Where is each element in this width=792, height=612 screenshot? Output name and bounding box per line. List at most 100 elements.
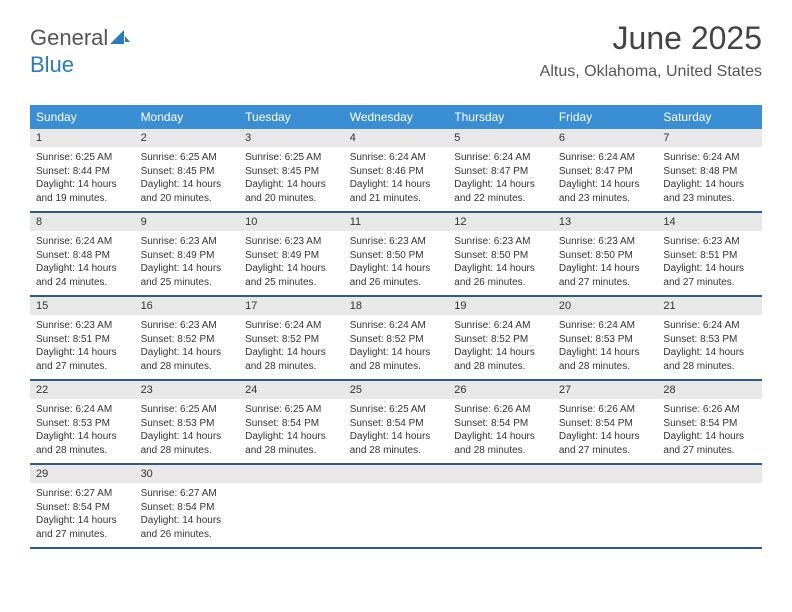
calendar-day-number: 2 xyxy=(135,129,240,147)
daylight-line: Daylight: 14 hours and 23 minutes. xyxy=(559,178,652,205)
daylight-line: Daylight: 14 hours and 26 minutes. xyxy=(454,262,547,289)
sunrise-line: Sunrise: 6:24 AM xyxy=(350,151,443,165)
sunset-line: Sunset: 8:52 PM xyxy=(454,333,547,347)
calendar-day-number xyxy=(448,465,553,483)
daylight-line: Daylight: 14 hours and 25 minutes. xyxy=(245,262,338,289)
calendar-day-body: Sunrise: 6:27 AMSunset: 8:54 PMDaylight:… xyxy=(135,483,240,547)
calendar-day-body: Sunrise: 6:23 AMSunset: 8:49 PMDaylight:… xyxy=(239,231,344,295)
sunrise-line: Sunrise: 6:24 AM xyxy=(559,151,652,165)
calendar-day-number: 18 xyxy=(344,297,449,315)
calendar-day-number: 24 xyxy=(239,381,344,399)
calendar-day-body xyxy=(239,483,344,547)
calendar-day-body xyxy=(344,483,449,547)
calendar-day-number: 22 xyxy=(30,381,135,399)
calendar-day-number: 25 xyxy=(344,381,449,399)
daylight-line: Daylight: 14 hours and 19 minutes. xyxy=(36,178,129,205)
calendar-day-header: Wednesday xyxy=(344,105,449,129)
sunrise-line: Sunrise: 6:25 AM xyxy=(245,151,338,165)
daylight-line: Daylight: 14 hours and 26 minutes. xyxy=(141,514,234,541)
daylight-line: Daylight: 14 hours and 26 minutes. xyxy=(350,262,443,289)
calendar-day-body: Sunrise: 6:24 AMSunset: 8:52 PMDaylight:… xyxy=(239,315,344,379)
sunrise-line: Sunrise: 6:24 AM xyxy=(559,319,652,333)
sunset-line: Sunset: 8:51 PM xyxy=(663,249,756,263)
sunset-line: Sunset: 8:47 PM xyxy=(559,165,652,179)
logo-text-1: General xyxy=(30,25,108,50)
sunset-line: Sunset: 8:45 PM xyxy=(141,165,234,179)
sunset-line: Sunset: 8:48 PM xyxy=(36,249,129,263)
sunset-line: Sunset: 8:47 PM xyxy=(454,165,547,179)
sunrise-line: Sunrise: 6:23 AM xyxy=(559,235,652,249)
sunset-line: Sunset: 8:48 PM xyxy=(663,165,756,179)
calendar: SundayMondayTuesdayWednesdayThursdayFrid… xyxy=(30,105,762,549)
daylight-line: Daylight: 14 hours and 28 minutes. xyxy=(454,346,547,373)
daylight-line: Daylight: 14 hours and 28 minutes. xyxy=(350,430,443,457)
daylight-line: Daylight: 14 hours and 28 minutes. xyxy=(350,346,443,373)
calendar-day-number: 9 xyxy=(135,213,240,231)
daylight-line: Daylight: 14 hours and 27 minutes. xyxy=(663,430,756,457)
daylight-line: Daylight: 14 hours and 28 minutes. xyxy=(141,430,234,457)
calendar-day-body: Sunrise: 6:27 AMSunset: 8:54 PMDaylight:… xyxy=(30,483,135,547)
calendar-day-body: Sunrise: 6:24 AMSunset: 8:48 PMDaylight:… xyxy=(657,147,762,211)
calendar-day-number: 29 xyxy=(30,465,135,483)
daylight-line: Daylight: 14 hours and 20 minutes. xyxy=(141,178,234,205)
calendar-day-number: 5 xyxy=(448,129,553,147)
sunrise-line: Sunrise: 6:24 AM xyxy=(350,319,443,333)
calendar-day-body: Sunrise: 6:26 AMSunset: 8:54 PMDaylight:… xyxy=(657,399,762,463)
calendar-day-number: 11 xyxy=(344,213,449,231)
daylight-line: Daylight: 14 hours and 28 minutes. xyxy=(245,430,338,457)
logo-sail-icon xyxy=(110,26,130,52)
sunrise-line: Sunrise: 6:23 AM xyxy=(141,235,234,249)
calendar-day-body: Sunrise: 6:25 AMSunset: 8:54 PMDaylight:… xyxy=(344,399,449,463)
daylight-line: Daylight: 14 hours and 27 minutes. xyxy=(559,430,652,457)
calendar-day-number: 16 xyxy=(135,297,240,315)
calendar-week-num-row: 2930 xyxy=(30,465,762,483)
sunrise-line: Sunrise: 6:23 AM xyxy=(36,319,129,333)
calendar-week-body-row: Sunrise: 6:24 AMSunset: 8:48 PMDaylight:… xyxy=(30,231,762,297)
sunrise-line: Sunrise: 6:24 AM xyxy=(245,319,338,333)
calendar-day-body: Sunrise: 6:23 AMSunset: 8:52 PMDaylight:… xyxy=(135,315,240,379)
calendar-day-number: 28 xyxy=(657,381,762,399)
calendar-day-number: 26 xyxy=(448,381,553,399)
calendar-day-number: 21 xyxy=(657,297,762,315)
sunrise-line: Sunrise: 6:26 AM xyxy=(559,403,652,417)
calendar-day-body: Sunrise: 6:23 AMSunset: 8:50 PMDaylight:… xyxy=(344,231,449,295)
sunrise-line: Sunrise: 6:23 AM xyxy=(245,235,338,249)
daylight-line: Daylight: 14 hours and 27 minutes. xyxy=(559,262,652,289)
calendar-day-body: Sunrise: 6:24 AMSunset: 8:47 PMDaylight:… xyxy=(553,147,658,211)
calendar-day-body: Sunrise: 6:23 AMSunset: 8:50 PMDaylight:… xyxy=(553,231,658,295)
calendar-week-num-row: 891011121314 xyxy=(30,213,762,231)
calendar-day-number xyxy=(239,465,344,483)
sunrise-line: Sunrise: 6:27 AM xyxy=(36,487,129,501)
calendar-day-body: Sunrise: 6:24 AMSunset: 8:53 PMDaylight:… xyxy=(553,315,658,379)
sunset-line: Sunset: 8:50 PM xyxy=(559,249,652,263)
daylight-line: Daylight: 14 hours and 24 minutes. xyxy=(36,262,129,289)
calendar-day-number xyxy=(344,465,449,483)
calendar-day-number: 1 xyxy=(30,129,135,147)
daylight-line: Daylight: 14 hours and 22 minutes. xyxy=(454,178,547,205)
calendar-day-body: Sunrise: 6:24 AMSunset: 8:48 PMDaylight:… xyxy=(30,231,135,295)
sunset-line: Sunset: 8:53 PM xyxy=(663,333,756,347)
calendar-day-number: 20 xyxy=(553,297,658,315)
calendar-day-body: Sunrise: 6:24 AMSunset: 8:52 PMDaylight:… xyxy=(344,315,449,379)
sunrise-line: Sunrise: 6:24 AM xyxy=(454,151,547,165)
sunrise-line: Sunrise: 6:23 AM xyxy=(141,319,234,333)
calendar-day-header: Saturday xyxy=(657,105,762,129)
sunset-line: Sunset: 8:53 PM xyxy=(559,333,652,347)
daylight-line: Daylight: 14 hours and 27 minutes. xyxy=(663,262,756,289)
sunset-line: Sunset: 8:54 PM xyxy=(245,417,338,431)
calendar-week-body-row: Sunrise: 6:25 AMSunset: 8:44 PMDaylight:… xyxy=(30,147,762,213)
calendar-day-number: 15 xyxy=(30,297,135,315)
page-header: June 2025 Altus, Oklahoma, United States xyxy=(540,20,762,81)
daylight-line: Daylight: 14 hours and 28 minutes. xyxy=(454,430,547,457)
calendar-day-number: 23 xyxy=(135,381,240,399)
sunset-line: Sunset: 8:54 PM xyxy=(36,501,129,515)
sunrise-line: Sunrise: 6:23 AM xyxy=(454,235,547,249)
calendar-week-num-row: 22232425262728 xyxy=(30,381,762,399)
sunrise-line: Sunrise: 6:25 AM xyxy=(141,403,234,417)
calendar-day-header: Friday xyxy=(553,105,658,129)
calendar-day-body: Sunrise: 6:24 AMSunset: 8:53 PMDaylight:… xyxy=(657,315,762,379)
sunrise-line: Sunrise: 6:24 AM xyxy=(36,403,129,417)
sunset-line: Sunset: 8:52 PM xyxy=(245,333,338,347)
calendar-day-header: Tuesday xyxy=(239,105,344,129)
calendar-day-number: 19 xyxy=(448,297,553,315)
